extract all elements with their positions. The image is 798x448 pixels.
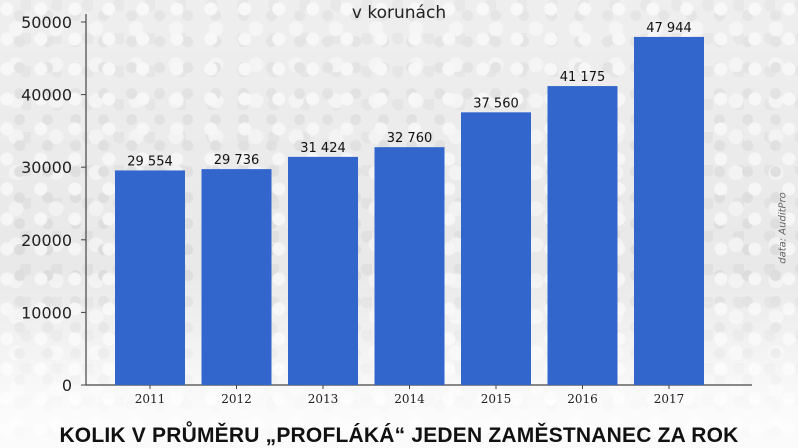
bar-2014 bbox=[374, 147, 445, 385]
bar-2015 bbox=[461, 112, 531, 386]
x-tick-label: 2014 bbox=[394, 392, 425, 406]
bar-value-label: 29 554 bbox=[127, 154, 173, 169]
y-tick-label: 50000 bbox=[21, 13, 72, 32]
x-tick-label: 2012 bbox=[221, 392, 252, 406]
bar-2016 bbox=[547, 86, 618, 385]
bar-value-label: 32 760 bbox=[387, 131, 433, 146]
y-tick-label: 40000 bbox=[21, 86, 72, 105]
bar-2013 bbox=[288, 156, 358, 385]
x-tick-label: 2013 bbox=[308, 392, 339, 406]
y-tick-label: 10000 bbox=[21, 303, 72, 322]
y-tick-label: 20000 bbox=[21, 231, 72, 250]
y-tick-label: 30000 bbox=[21, 158, 72, 177]
bar-2012 bbox=[201, 169, 272, 385]
data-source-note: data: AuditPro bbox=[777, 192, 789, 264]
bar-value-label: 31 424 bbox=[300, 141, 346, 156]
chart-title: KOLIK V PRŮMĚRU „PROFLÁKÁ“ JEDEN ZAMĚSTN… bbox=[59, 424, 739, 447]
y-tick-label: 0 bbox=[62, 376, 72, 395]
bar-2011 bbox=[115, 170, 185, 385]
bar-value-label: 47 944 bbox=[646, 21, 692, 36]
x-tick-label: 2017 bbox=[654, 392, 685, 406]
x-tick-label: 2011 bbox=[135, 392, 166, 406]
bar-2017 bbox=[634, 36, 704, 385]
chart-subtitle: v korunách bbox=[351, 3, 447, 23]
bar-value-label: 37 560 bbox=[473, 96, 519, 111]
x-tick-label: 2015 bbox=[481, 392, 512, 406]
bar-value-label: 29 736 bbox=[214, 153, 260, 168]
x-tick-label: 2016 bbox=[567, 392, 598, 406]
bar-value-label: 41 175 bbox=[560, 70, 606, 85]
